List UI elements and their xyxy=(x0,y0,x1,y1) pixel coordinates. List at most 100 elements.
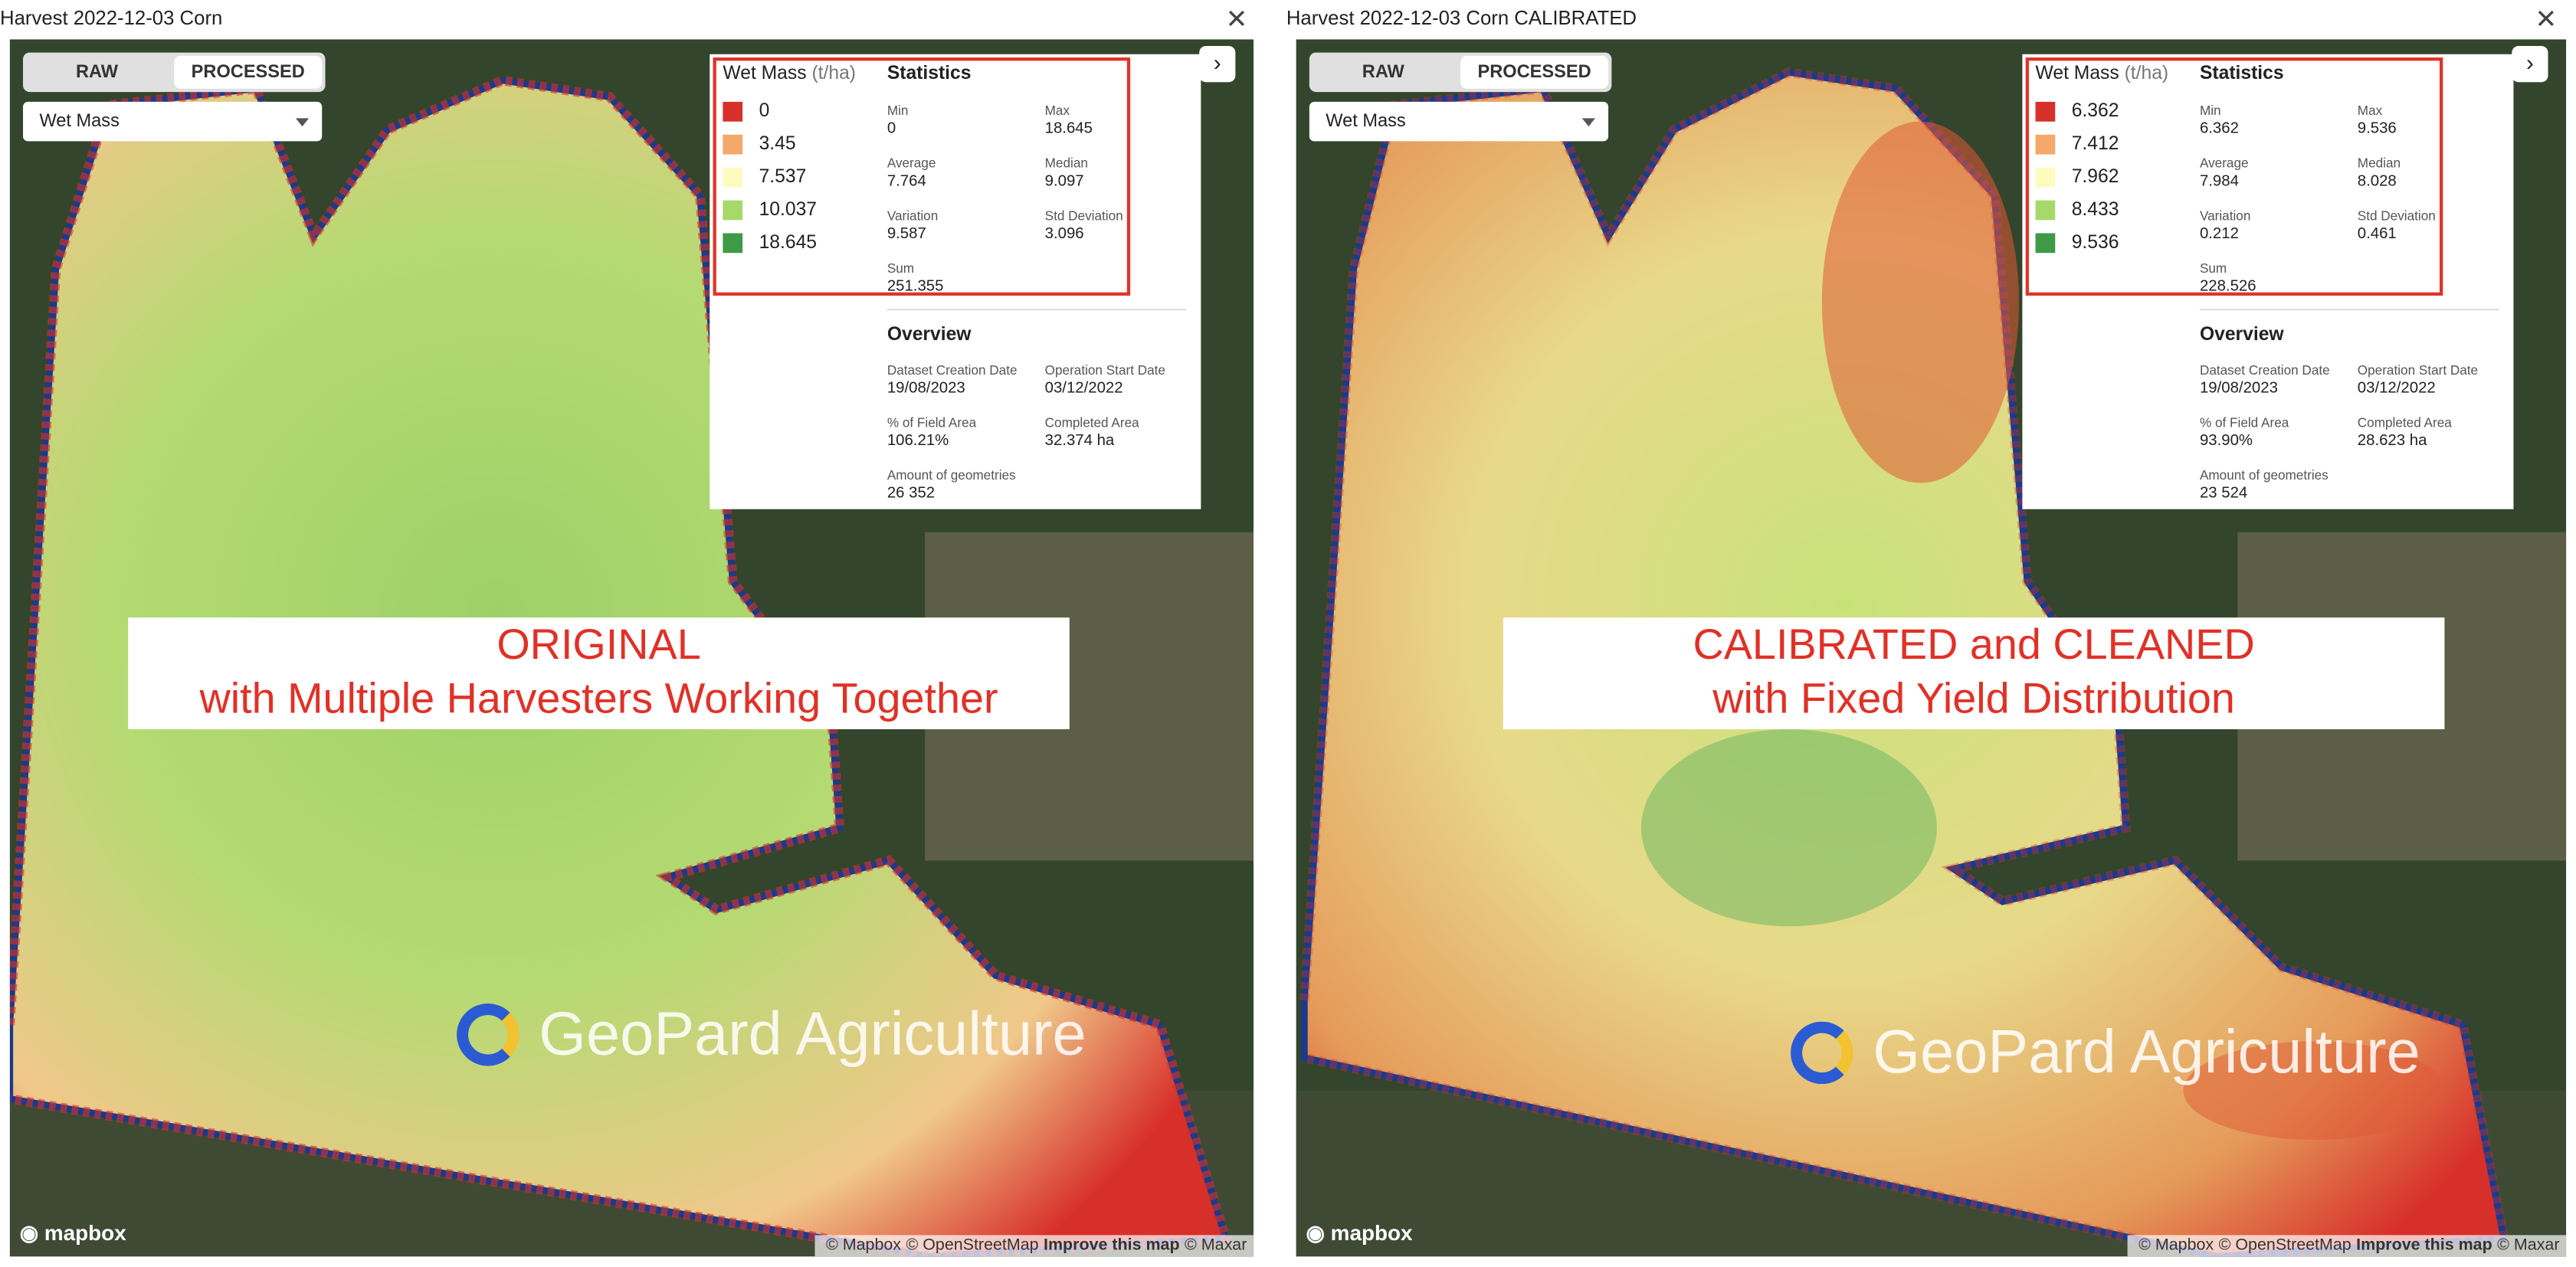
stat-value: 93.90% xyxy=(2199,431,2253,450)
attribution-link[interactable]: © OpenStreetMap xyxy=(906,1236,1039,1256)
stat-label: Sum xyxy=(2199,260,2227,277)
stat-item: Completed Area 32.374 ha xyxy=(1045,415,1201,450)
legend-swatch xyxy=(2035,200,2056,221)
stat-item: Sum 251.355 xyxy=(887,261,1044,296)
mapbox-logo: ◉ mapbox xyxy=(19,1220,126,1246)
stat-value: 9.587 xyxy=(887,224,926,244)
statistics-heading: Statistics xyxy=(887,64,972,84)
stat-item: Dataset Creation Date 19/08/2023 xyxy=(2200,363,2356,398)
attribution-link[interactable]: © Maxar xyxy=(1185,1236,1247,1256)
legend-title: Wet Mass (t/ha) xyxy=(723,64,856,84)
panel: Harvest 2022-12-03 Corn ✕ RAW PROCESSED Wet… xyxy=(0,0,1254,1266)
attribution-link[interactable]: Improve this map xyxy=(1044,1236,1180,1256)
toggle-button[interactable]: RAW xyxy=(1362,62,1404,83)
legend-item: 7.962 xyxy=(2035,167,2119,188)
stat-label: Median xyxy=(1044,156,1088,171)
layer-dropdown[interactable]: Wet Mass xyxy=(23,101,323,142)
legend-item: 7.412 xyxy=(2035,134,2119,155)
stat-label: % of Field Area xyxy=(887,415,977,431)
stat-item: Operation Start Date 03/12/2022 xyxy=(2358,363,2514,398)
stat-value: 18.645 xyxy=(1044,119,1093,139)
legend-label: 7.412 xyxy=(2071,134,2119,155)
divider xyxy=(2199,309,2499,311)
expand-button[interactable]: › xyxy=(2512,46,2548,83)
annotation-line: with Fixed Yield Distribution xyxy=(1712,673,2235,723)
stat-value: 7.764 xyxy=(887,172,926,191)
legend-item: 7.537 xyxy=(723,167,807,188)
stat-value: 32.374 ha xyxy=(1044,431,1115,450)
attribution: © Mapbox © OpenStreetMap Improve this map ©… xyxy=(2127,1235,2567,1257)
annotation-box: ORIGINAL with Multiple Harvesters Working… xyxy=(128,617,1070,729)
legend-label: 9.536 xyxy=(2071,233,2119,254)
statistics-panel: Wet Mass (t/ha) 0 3.45 7.537 10.037 18.645 Sta… xyxy=(710,54,1201,509)
stat-item: Variation 9.587 xyxy=(887,208,1044,243)
attribution-link[interactable]: © Maxar xyxy=(2497,1236,2560,1256)
legend-swatch xyxy=(2035,134,2056,155)
annotation-line: CALIBRATED and CLEANED xyxy=(1693,619,2255,669)
legend-swatch xyxy=(723,101,743,122)
stat-item: Max 18.645 xyxy=(1045,103,1201,138)
legend-name: Wet Mass xyxy=(723,64,807,84)
toggle-button[interactable]: PROCESSED xyxy=(174,55,323,89)
legend-item: 6.362 xyxy=(2035,101,2119,122)
stat-value: 106.21% xyxy=(887,431,949,450)
stat-label: Variation xyxy=(2199,208,2251,224)
legend-swatch xyxy=(2035,167,2056,188)
stat-value: 19/08/2023 xyxy=(887,379,965,398)
legend-swatch xyxy=(723,134,743,155)
stat-value: 7.984 xyxy=(2199,172,2239,191)
legend-item: 9.536 xyxy=(2035,233,2119,254)
stat-item: % of Field Area 93.90% xyxy=(2200,415,2356,450)
stat-item: Average 7.764 xyxy=(887,156,1044,191)
close-button[interactable]: ✕ xyxy=(1225,6,1248,35)
statistics-heading: Statistics xyxy=(2199,64,2284,84)
legend-label: 0 xyxy=(759,101,770,122)
legend-swatch xyxy=(723,200,743,221)
stat-value: 03/12/2022 xyxy=(2357,379,2436,398)
stat-label: Sum xyxy=(887,260,915,277)
legend-item: 10.037 xyxy=(723,200,817,221)
close-button[interactable]: ✕ xyxy=(2535,6,2558,35)
watermark: GeoPard Agriculture xyxy=(1791,1018,2420,1087)
legend-unit: (t/ha) xyxy=(811,64,857,84)
attribution-link[interactable]: © Mapbox xyxy=(825,1236,902,1256)
stat-label: Max xyxy=(1044,103,1070,119)
stat-item: Std Deviation 0.461 xyxy=(2358,208,2514,243)
watermark-text: GeoPard Agriculture xyxy=(539,1000,1086,1068)
stat-label: Amount of geometries xyxy=(2199,468,2329,483)
stat-item: % of Field Area 106.21% xyxy=(887,415,1044,450)
overview-heading: Overview xyxy=(887,325,972,345)
map: RAW PROCESSED Wet Mass Wet Mass (t/ha) 0 3.45… xyxy=(9,39,1254,1257)
legend-label: 7.962 xyxy=(2071,167,2119,188)
stat-value: 0 xyxy=(887,119,896,139)
panel: Harvest 2022-12-03 Corn CALIBRATED ✕ RAW P… xyxy=(1286,0,2576,1266)
layer-dropdown[interactable]: Wet Mass xyxy=(1309,101,1609,142)
panel-title: Harvest 2022-12-03 Corn CALIBRATED xyxy=(1286,6,1637,30)
attribution: © Mapbox © OpenStreetMap Improve this map ©… xyxy=(814,1235,1254,1257)
attribution-link[interactable]: © Mapbox xyxy=(2138,1236,2214,1256)
toggle-button[interactable]: RAW xyxy=(75,62,119,83)
stat-item: Min 0 xyxy=(887,103,1044,138)
attribution-link[interactable]: © OpenStreetMap xyxy=(2218,1236,2352,1256)
stat-value: 03/12/2022 xyxy=(1044,379,1123,398)
expand-button[interactable]: › xyxy=(1199,46,1236,83)
stat-label: Dataset Creation Date xyxy=(887,362,1018,378)
toggle-button[interactable]: PROCESSED xyxy=(1460,55,1609,89)
stat-item: Sum 228.526 xyxy=(2200,261,2356,296)
annotation-line: ORIGINAL xyxy=(497,619,701,669)
stat-label: Std Deviation xyxy=(2357,208,2436,224)
stat-value: 26 352 xyxy=(887,484,936,503)
attribution-link[interactable]: Improve this map xyxy=(2356,1236,2492,1256)
logo-text: mapbox xyxy=(1330,1220,1413,1246)
stat-value: 0.461 xyxy=(2357,224,2397,244)
stat-item: Max 9.536 xyxy=(2358,103,2514,138)
stat-item: Dataset Creation Date 19/08/2023 xyxy=(887,363,1044,398)
legend-label: 7.537 xyxy=(759,167,807,188)
stat-label: Std Deviation xyxy=(1044,208,1123,224)
stat-label: Operation Start Date xyxy=(2357,362,2479,378)
stat-item: Std Deviation 3.096 xyxy=(1045,208,1201,243)
legend-label: 18.645 xyxy=(759,233,818,254)
stat-value: 9.097 xyxy=(1044,172,1084,191)
stat-value: 28.623 ha xyxy=(2357,431,2427,450)
